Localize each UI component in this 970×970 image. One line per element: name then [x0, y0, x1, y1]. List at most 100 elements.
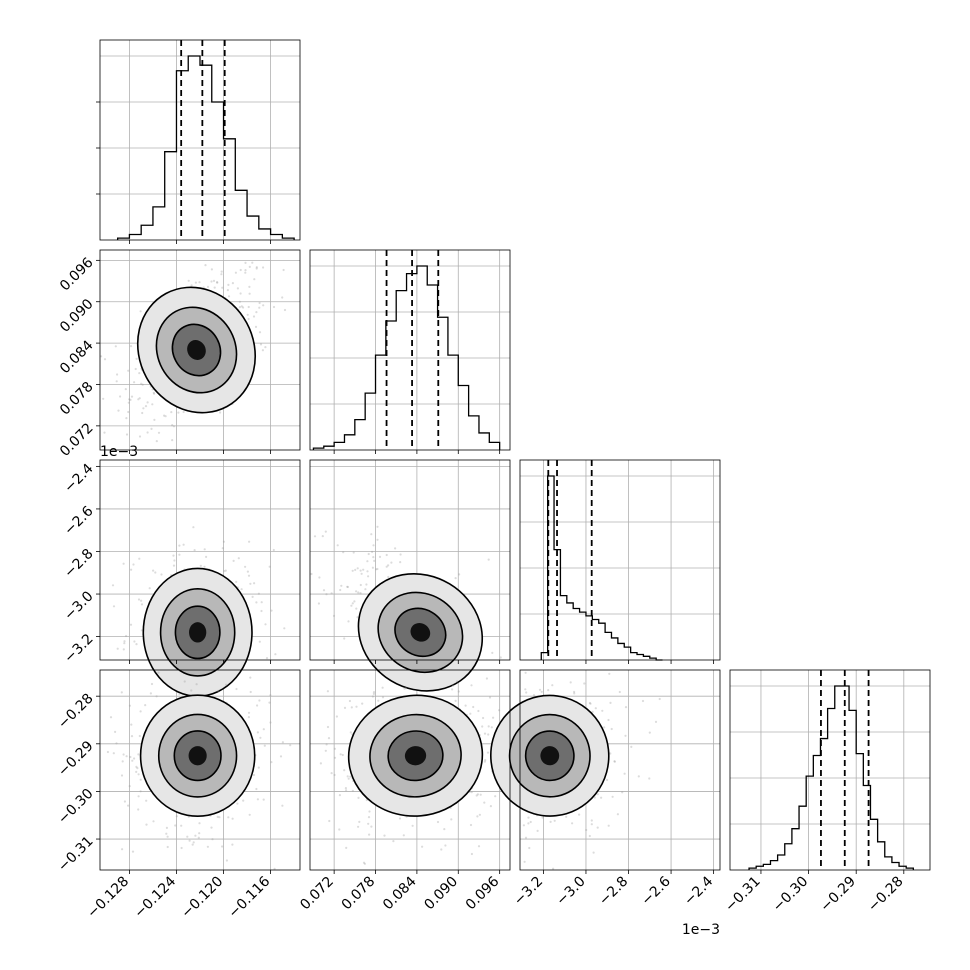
- scatter-point-2-0-293: [268, 565, 271, 568]
- histogram-0: [116, 55, 295, 240]
- scatter-point-1-0-372: [264, 346, 267, 349]
- scatter-point-1-0-164: [177, 411, 180, 414]
- scatter-point-3-0-360: [281, 741, 284, 744]
- scatter-point-1-0-70: [146, 401, 149, 404]
- scatter-point-3-1-140: [383, 834, 386, 837]
- scatter-point-2-1-10: [376, 538, 379, 541]
- scatter-point-1-0-281: [171, 424, 174, 427]
- scatter-point-2-0-269: [203, 565, 206, 568]
- scatter-point-2-0-62: [272, 548, 275, 552]
- scatter-point-2-1-193: [346, 585, 349, 589]
- scatter-point-1-0-261: [130, 395, 134, 398]
- scatter-point-2-1-134: [317, 602, 320, 605]
- scatter-point-1-0-285: [128, 398, 131, 401]
- scatter-point-1-0-189: [103, 358, 107, 361]
- x-tick-label-2-2: −2.8: [596, 874, 631, 909]
- scatter-point-1-0-163: [234, 271, 237, 274]
- scatter-point-2-0-156: [133, 640, 136, 643]
- y-tick-label-3-2: −0.29: [55, 738, 97, 780]
- scatter-point-1-0-236: [171, 439, 174, 442]
- scatter-point-2-1-344: [373, 559, 376, 563]
- scatter-point-3-0-166: [192, 841, 195, 844]
- scatter-point-1-0-375: [125, 417, 128, 420]
- scatter-point-3-2-18: [607, 718, 610, 722]
- scatter-point-3-1-289: [476, 793, 479, 796]
- scatter-point-3-0-133: [125, 755, 128, 758]
- scatter-point-2-0-211: [224, 569, 227, 572]
- scatter-point-2-1-122: [340, 584, 343, 587]
- scatter-point-3-1-142: [469, 823, 473, 827]
- scatter-point-2-1-292: [351, 602, 354, 605]
- scatter-point-3-2-141: [549, 820, 552, 824]
- scatter-point-3-1-0: [328, 819, 331, 823]
- scatter-point-2-1-154: [339, 588, 342, 592]
- scatter-point-3-1-24: [349, 775, 352, 778]
- scatter-point-2-0-253: [246, 570, 249, 573]
- scatter-point-1-0-75: [248, 292, 251, 295]
- scatter-point-3-1-155: [367, 822, 370, 825]
- scatter-point-3-2-329: [609, 701, 612, 705]
- scatter-point-3-1-239: [372, 691, 376, 694]
- scatter-point-3-0-346: [231, 843, 234, 846]
- scatter-point-3-0-63: [133, 757, 136, 760]
- scatter-point-2-0-284: [129, 623, 133, 626]
- panel-frame-3-2: [519, 669, 721, 871]
- scatter-point-3-2-352: [589, 702, 592, 705]
- scatter-point-3-2-233: [522, 824, 526, 827]
- scatter-point-2-1-351: [356, 616, 359, 619]
- scatter-point-1-0-109: [150, 427, 153, 430]
- scatter-point-3-0-259: [217, 689, 220, 693]
- scatter-point-3-1-367: [402, 834, 405, 837]
- scatter-point-1-0-246: [219, 411, 222, 414]
- scatter-point-1-0-318: [144, 405, 148, 408]
- scatter-point-2-0-8: [135, 643, 138, 646]
- scatter-point-2-0-65: [253, 582, 256, 585]
- x-tick-label-2-3: −2.6: [639, 873, 674, 908]
- density-3-0: [106, 671, 292, 871]
- scatter-point-1-0-279: [119, 395, 122, 398]
- scatter-point-3-1-208: [444, 844, 447, 847]
- scatter-point-3-0-118: [152, 820, 155, 823]
- y-tick-label-1-0: 0.072: [57, 420, 97, 460]
- scatter-point-1-0-331: [252, 315, 256, 318]
- scatter-point-3-1-260: [475, 794, 478, 797]
- scatter-point-3-1-294: [372, 692, 375, 696]
- scatter-point-3-1-159: [443, 828, 446, 831]
- scatter-point-3-0-11: [137, 773, 140, 776]
- scatter-point-1-0-178: [172, 425, 176, 428]
- scatter-point-3-1-245: [489, 805, 492, 808]
- scatter-point-1-0-345: [135, 357, 138, 360]
- scatter-point-1-0-248: [114, 345, 117, 348]
- scatter-point-2-1-28: [458, 573, 461, 576]
- scatter-point-3-0-356: [262, 798, 265, 801]
- scatter-point-3-2-103: [527, 822, 530, 825]
- panel-frame-1-1: [309, 249, 511, 451]
- density-2-1: [310, 525, 502, 692]
- scatter-point-3-2-121: [547, 689, 550, 692]
- scatter-point-2-1-41: [387, 564, 390, 567]
- scatter-point-3-1-172: [483, 801, 486, 804]
- scatter-point-1-0-254: [283, 308, 287, 312]
- y-tick-label-3-1: −0.30: [55, 786, 97, 828]
- scatter-point-2-0-46: [116, 647, 119, 650]
- scatter-point-3-0-68: [165, 832, 168, 835]
- x-tick-label-3-3: −0.28: [865, 874, 907, 916]
- scatter-point-3-2-95: [624, 734, 627, 737]
- scatter-point-3-0-312: [256, 704, 259, 707]
- scatter-point-2-0-275: [130, 568, 133, 571]
- scatter-point-3-2-339: [648, 777, 651, 780]
- scatter-point-3-0-105: [127, 804, 130, 807]
- scatter-point-2-0-314: [260, 601, 263, 604]
- scatter-point-2-1-331: [371, 550, 374, 554]
- x-tick-label-0-1: −0.124: [131, 873, 179, 921]
- scatter-point-3-2-379: [565, 815, 568, 818]
- scatter-point-1-0-289: [102, 397, 105, 400]
- scatter-point-1-0-7: [244, 261, 247, 264]
- scatter-point-3-1-228: [351, 789, 354, 792]
- scatter-point-2-1-313: [318, 576, 321, 579]
- scatter-point-2-0-32: [237, 557, 240, 560]
- scatter-point-3-1-106: [333, 756, 337, 759]
- scatter-point-3-0-285: [225, 683, 228, 686]
- scatter-point-3-0-13: [137, 808, 140, 811]
- scatter-point-1-0-147: [213, 286, 216, 289]
